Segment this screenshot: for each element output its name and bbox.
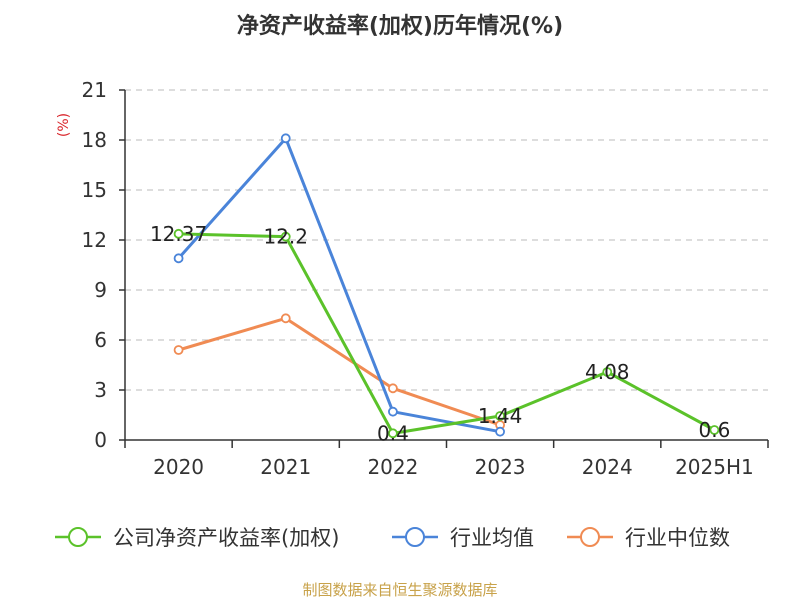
legend-swatch-marker (405, 527, 425, 547)
data-point (173, 345, 184, 355)
chart-title: 净资产收益率(加权)历年情况(%) (237, 13, 563, 39)
y-tick-label: 6 (94, 328, 107, 352)
data-label: 4.08 (585, 360, 630, 384)
y-tick-label: 21 (82, 78, 107, 102)
data-point (602, 367, 613, 377)
data-point (709, 425, 720, 435)
data-label: 0.6 (699, 418, 731, 442)
data-point (280, 133, 291, 144)
x-tick-label: 2020 (153, 455, 204, 479)
legend-swatch-marker (68, 527, 88, 547)
x-tick-label: 2025H1 (675, 455, 754, 479)
data-point (173, 228, 184, 239)
x-tick-label: 2023 (475, 455, 526, 479)
legend-label: 公司净资产收益率(加权) (113, 526, 339, 550)
legend: 公司净资产收益率(加权) 行业均值 行业中位数 (55, 526, 730, 550)
y-tick-label: 0 (94, 428, 107, 452)
legend-swatch-marker (580, 527, 600, 547)
data-label: 1.44 (478, 404, 523, 428)
data-labels: 12.37 12.2 0.4 1.44 4.08 0.6 (150, 222, 730, 446)
x-tick-label: 2022 (367, 455, 418, 479)
x-tick-label: 2021 (260, 455, 311, 479)
y-tick-label: 18 (82, 128, 107, 152)
data-point (495, 411, 505, 421)
data-point (173, 253, 184, 264)
y-tick-label: 12 (82, 228, 107, 252)
axes: 0 3 6 9 12 15 18 21 2020 2021 2022 2023 2024 2025H1 (82, 78, 769, 479)
data-point (280, 313, 291, 324)
series-line (177, 136, 501, 434)
series-line (178, 316, 501, 427)
data-point (388, 428, 398, 439)
data-point (388, 406, 398, 417)
y-tick-label: 9 (94, 278, 107, 302)
gridlines (125, 89, 768, 391)
legend-label: 行业中位数 (625, 526, 730, 550)
source-note: 制图数据来自恒生聚源数据库 (302, 581, 497, 599)
series-layer (173, 133, 720, 439)
data-point (495, 426, 505, 437)
legend-label: 行业均值 (450, 526, 534, 550)
data-label: 0.4 (377, 421, 409, 445)
x-tick-label: 2024 (582, 455, 633, 479)
data-label: 12.2 (263, 225, 308, 249)
data-point (280, 231, 291, 242)
y-tick-label: 15 (82, 178, 107, 202)
data-label: 12.37 (150, 222, 207, 246)
series-line (178, 232, 716, 435)
y-tick-label: 3 (94, 378, 107, 402)
y-axis-label: (%) (56, 113, 72, 137)
data-point (388, 383, 398, 394)
